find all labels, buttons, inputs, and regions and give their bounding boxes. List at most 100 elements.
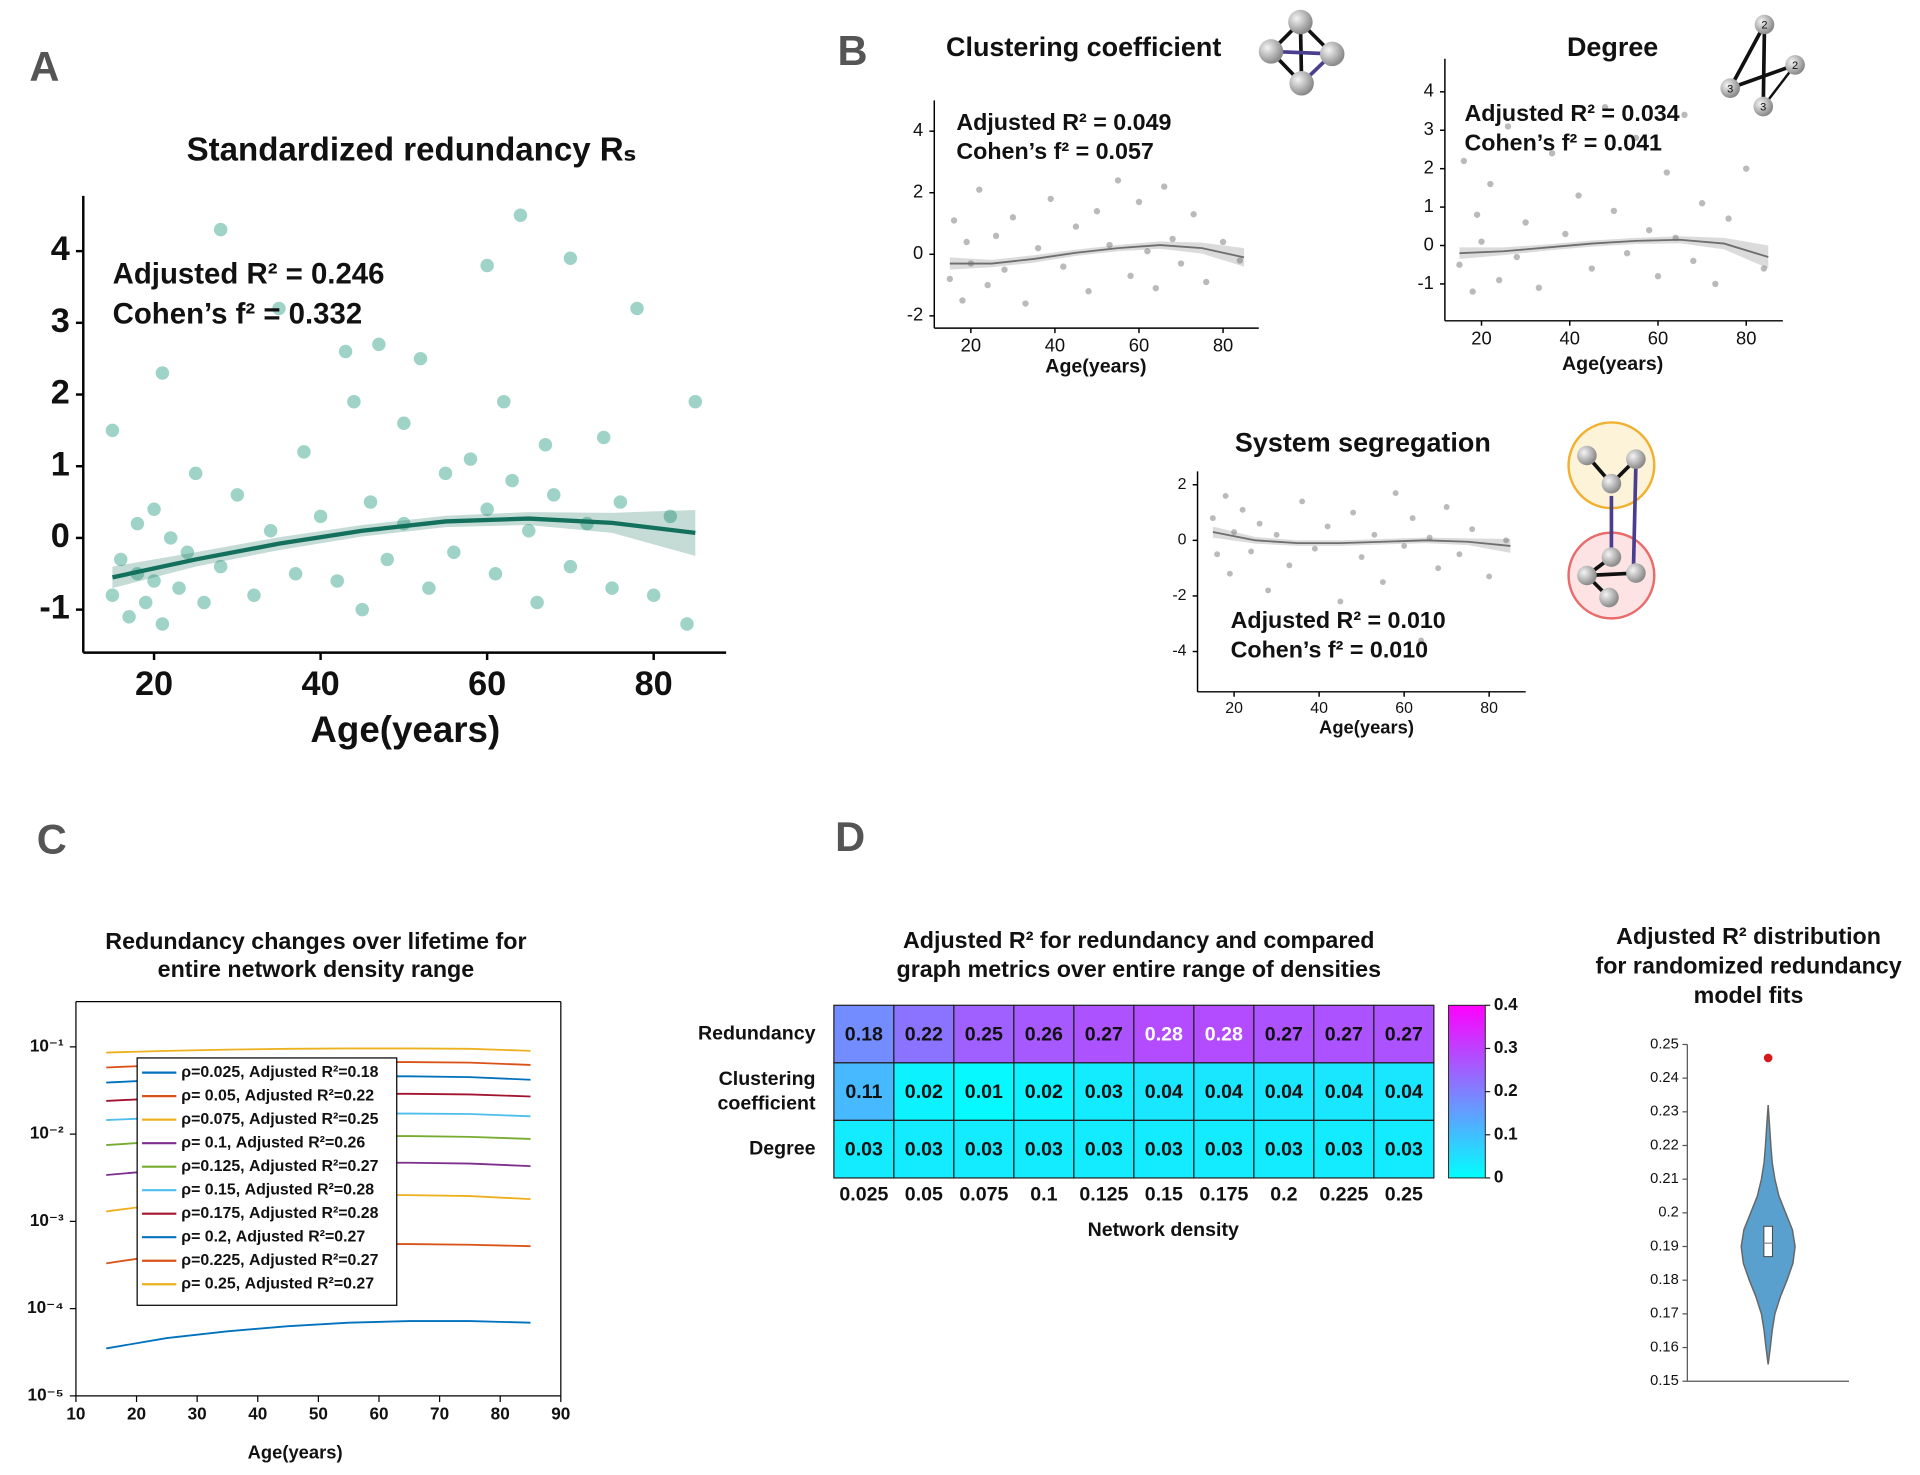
data-point <box>663 509 678 524</box>
colorbar-tick-label: 0.3 <box>1494 1037 1518 1057</box>
cell-label: 0.27 <box>1325 1023 1363 1045</box>
data-point <box>1214 551 1221 558</box>
data-point <box>163 531 178 545</box>
panel-label: A <box>29 43 59 90</box>
data-point <box>1456 261 1463 268</box>
data-point <box>1469 526 1476 533</box>
data-point <box>1623 250 1631 257</box>
data-point <box>1725 215 1732 222</box>
data-point <box>288 567 303 581</box>
data-point <box>1760 265 1768 272</box>
cell-label: 0.03 <box>1085 1139 1123 1161</box>
x-tick-label: 40 <box>248 1403 267 1423</box>
heatmap-cell <box>1073 1062 1135 1122</box>
x-tick-label: 80 <box>635 665 673 703</box>
data-point <box>538 437 553 452</box>
data-point <box>138 595 153 610</box>
column-label: 0.1 <box>1030 1183 1057 1205</box>
data-point <box>992 232 1000 240</box>
heatmap-cell <box>1073 1119 1135 1179</box>
column-label: 0.125 <box>1079 1183 1128 1205</box>
column-label: 0.075 <box>959 1183 1008 1205</box>
chart-title: Degree <box>1567 32 1658 62</box>
series-line <box>106 1320 531 1350</box>
data-point <box>355 602 369 617</box>
data-point <box>1548 150 1556 157</box>
column-label: 0.2 <box>1270 1183 1297 1205</box>
data-point <box>1248 548 1255 555</box>
data-point <box>1443 504 1450 510</box>
x-tick-label: 10 <box>66 1403 85 1423</box>
legend-label: ρ=0.025, Adjusted R²=0.18 <box>181 1064 378 1081</box>
chart-title: for randomized redundancy <box>1595 952 1901 978</box>
data-point <box>172 581 186 595</box>
fit-line <box>949 244 1245 265</box>
y-tick-label: 2 <box>1178 476 1187 493</box>
data-point <box>263 524 278 538</box>
data-point <box>480 258 494 273</box>
data-point <box>397 416 411 430</box>
x-tick-label: 60 <box>1129 335 1149 356</box>
fit-line <box>1212 531 1511 547</box>
cell-label: 0.02 <box>1025 1081 1063 1103</box>
data-point <box>1743 165 1750 172</box>
row-label-box: Redundancy <box>698 1024 816 1045</box>
data-point <box>563 559 578 574</box>
data-point <box>1435 565 1442 572</box>
data-point <box>1047 195 1054 203</box>
x-tick-label: 20 <box>1471 327 1491 348</box>
heatmap-cell <box>1373 1062 1435 1122</box>
annotation: Cohen’s f² = 0.057 <box>956 138 1153 164</box>
data-point <box>463 452 478 466</box>
data-point <box>155 366 170 380</box>
data-point <box>363 495 378 509</box>
heatmap-cell <box>953 1004 1015 1064</box>
y-tick-label: 0.23 <box>1650 1104 1679 1120</box>
chart-title: Redundancy changes over lifetime for <box>105 928 526 954</box>
colorbar-tick-label: 0.4 <box>1494 994 1518 1014</box>
cell-label: 0.03 <box>1145 1139 1183 1161</box>
cell-label: 0.03 <box>845 1139 883 1161</box>
data-point <box>1060 263 1067 270</box>
data-point <box>1469 288 1476 295</box>
data-point <box>1135 198 1143 206</box>
outlier-point <box>1763 1053 1773 1063</box>
data-point <box>547 488 561 502</box>
y-tick-label: 10⁻³ <box>30 1210 64 1230</box>
data-point <box>646 588 661 603</box>
data-point <box>1654 273 1662 280</box>
box <box>1763 1225 1773 1258</box>
cell-label: 0.03 <box>905 1139 943 1161</box>
y-tick-label: -1 <box>39 589 69 627</box>
data-point <box>1401 542 1408 549</box>
data-point <box>180 545 195 559</box>
annotation: Adjusted R² = 0.246 <box>113 257 385 290</box>
data-point <box>1588 265 1595 272</box>
data-point <box>1324 523 1331 530</box>
data-point <box>213 559 228 574</box>
cell-label: 0.27 <box>1385 1023 1423 1045</box>
column-label: 0.025 <box>839 1183 888 1205</box>
x-tick-label: 80 <box>491 1403 510 1423</box>
data-point <box>563 251 578 266</box>
y-tick-label: 3 <box>1424 118 1434 139</box>
cell-label: 0.22 <box>905 1023 943 1045</box>
y-tick-label: 4 <box>913 119 923 140</box>
legend-label: ρ= 0.1, Adjusted R²=0.26 <box>181 1134 365 1151</box>
data-point <box>530 595 544 610</box>
chart-title: Clustering coefficient <box>946 32 1221 62</box>
row-label: Clustering coefficient <box>717 1069 816 1114</box>
colorbar-tick-label: 0.1 <box>1494 1123 1518 1143</box>
heatmap-cell <box>1373 1004 1435 1064</box>
heatmap-cell <box>1013 1119 1075 1179</box>
node-label: 2 <box>1761 20 1767 32</box>
x-axis-label: Age(years) <box>248 1441 343 1462</box>
data-point <box>1273 531 1280 538</box>
node-label: 3 <box>1727 83 1733 95</box>
cell-label: 0.04 <box>1265 1081 1303 1103</box>
cell-label: 0.18 <box>845 1023 883 1045</box>
y-tick-label: -2 <box>907 304 923 325</box>
heatmap-cell <box>1133 1119 1195 1179</box>
annotation: Adjusted R² = 0.049 <box>956 109 1171 135</box>
